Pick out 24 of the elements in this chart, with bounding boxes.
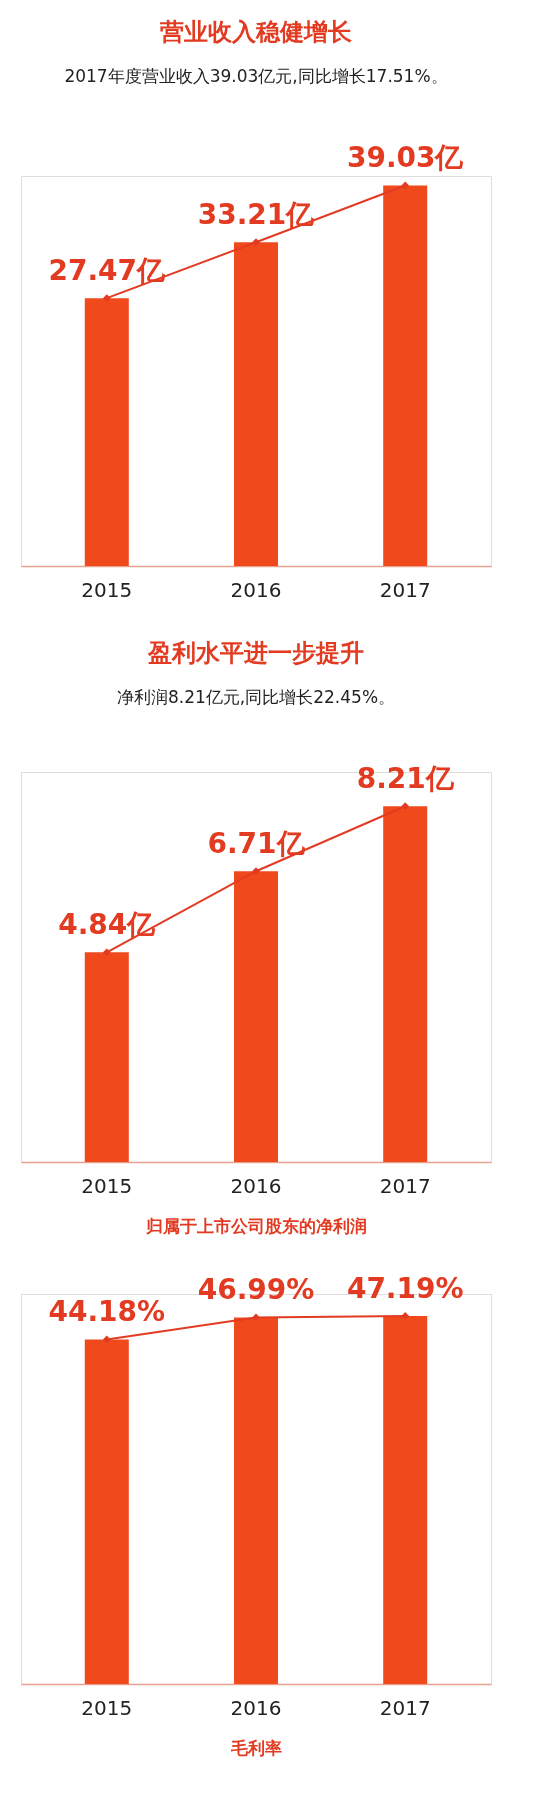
chart-title: 营业收入稳健增长: [159, 18, 352, 47]
x-tick-label: 2017: [379, 577, 431, 602]
x-axis-title: 毛利率: [230, 1737, 282, 1758]
data-label: 4.84亿: [58, 908, 157, 942]
x-tick-label: 2017: [379, 1173, 431, 1198]
x-axis-title: 归属于上市公司股东的净利润: [145, 1215, 367, 1236]
x-tick-label: 2015: [81, 577, 133, 602]
data-label: 47.19%: [346, 1271, 464, 1305]
x-tick-label: 2015: [81, 1173, 133, 1198]
chart-title: 盈利水平进一步提升: [147, 639, 364, 668]
data-label: 33.21亿: [197, 198, 316, 232]
x-tick-label: 2017: [379, 1695, 431, 1720]
data-label: 46.99%: [197, 1273, 315, 1307]
x-tick-label: 2016: [230, 1695, 282, 1720]
chart-subtitle: 2017年度营业收入39.03亿元,同比增长17.51%。: [64, 66, 448, 87]
data-label: 6.71亿: [207, 827, 306, 861]
data-label: 8.21亿: [356, 762, 455, 796]
chart-subtitle: 净利润8.21亿元,同比增长22.45%。: [116, 687, 396, 708]
x-tick-label: 2016: [230, 577, 282, 602]
data-label: 39.03亿: [346, 141, 465, 175]
data-label: 27.47亿: [48, 254, 167, 288]
data-label: 44.18%: [48, 1295, 166, 1329]
x-tick-label: 2016: [230, 1173, 282, 1198]
x-tick-label: 2015: [81, 1695, 133, 1720]
